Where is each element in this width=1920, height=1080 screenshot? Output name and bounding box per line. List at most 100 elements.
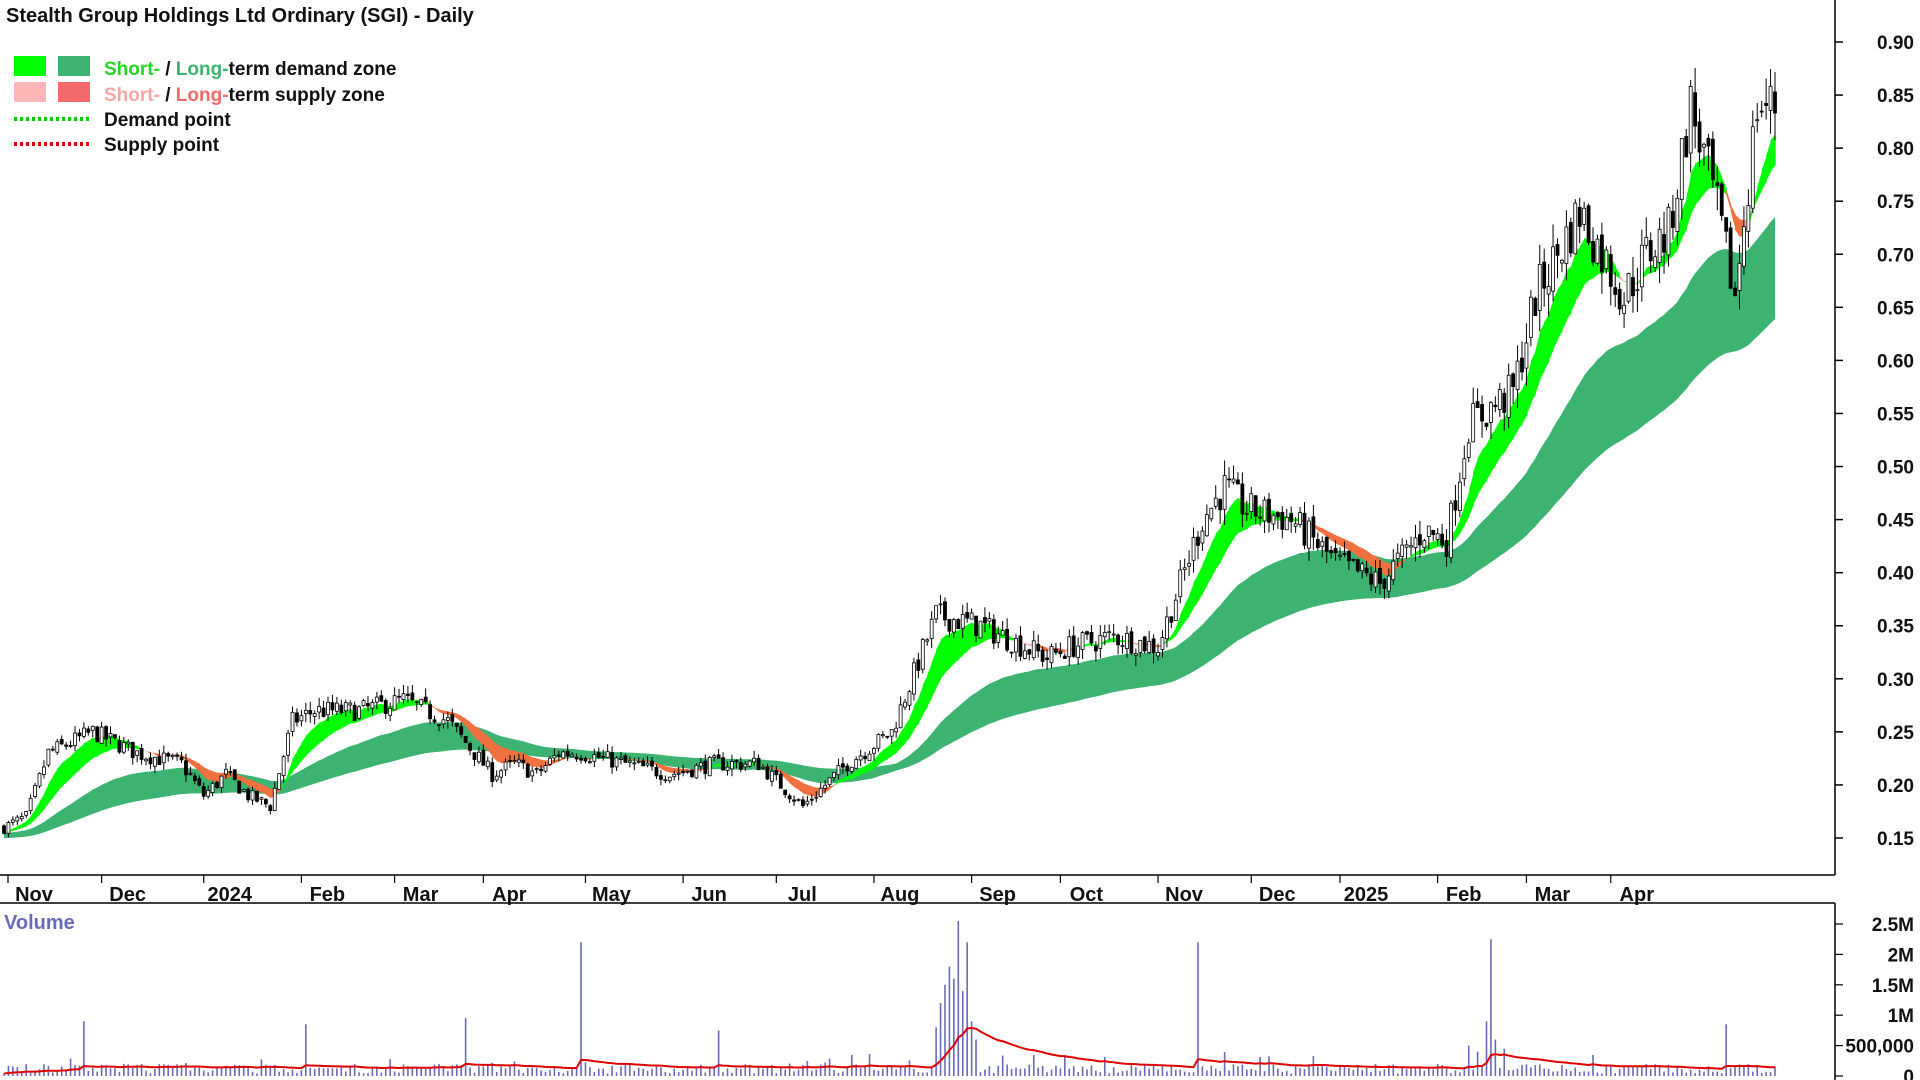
candle-body — [872, 748, 876, 754]
candle-body — [832, 772, 836, 778]
legend-supply-rest: term supply zone — [229, 85, 385, 106]
short-term-band-segment — [834, 781, 840, 786]
candle-body — [725, 766, 730, 771]
candle-body — [450, 714, 455, 722]
short-term-band-segment — [43, 783, 49, 810]
short-term-band-segment — [1464, 491, 1470, 526]
y-tick-label: 0.15 — [1877, 829, 1914, 850]
candle-body — [303, 709, 308, 714]
candle-body — [326, 701, 330, 716]
candle-body — [215, 781, 219, 788]
short-term-band-segment — [882, 747, 888, 762]
candle-body — [1160, 637, 1165, 650]
candle-body — [858, 755, 863, 761]
x-tick-label: Oct — [1070, 884, 1104, 906]
short-term-band-segment — [212, 771, 218, 783]
short-term-band-segment — [1695, 160, 1701, 206]
y-tick-label: 0.85 — [1877, 86, 1914, 107]
candle-body — [1049, 646, 1054, 664]
candle-body — [441, 719, 446, 725]
candle-body — [1568, 222, 1573, 254]
candle-body — [676, 772, 681, 775]
candle-body — [508, 760, 512, 762]
legend-supply-zone: Short- / Long-term supply zone — [104, 85, 385, 106]
zone-bands — [4, 134, 1776, 839]
short-term-band-segment — [1428, 541, 1434, 550]
candle-body — [1165, 616, 1169, 640]
candle-body — [153, 756, 157, 767]
short-term-band-segment — [838, 777, 844, 783]
y-tick-label: 0.55 — [1877, 404, 1914, 425]
candle-body — [1555, 244, 1560, 256]
candle-body — [1684, 136, 1689, 158]
short-term-band-segment — [1770, 134, 1776, 172]
short-term-band-segment — [1206, 543, 1212, 586]
short-term-band-segment — [412, 699, 418, 706]
short-term-band-segment — [1402, 558, 1408, 563]
short-term-band-segment — [1681, 198, 1687, 239]
candle-body — [792, 799, 796, 802]
candle-body — [219, 775, 224, 788]
y-tick-label: 0.25 — [1877, 723, 1914, 744]
short-term-band-segment — [1371, 554, 1377, 568]
candle-body — [272, 787, 277, 812]
candle-body — [774, 770, 779, 776]
candle-body — [1409, 545, 1413, 548]
short-term-band-segment — [669, 767, 675, 773]
candle-body — [1009, 651, 1014, 654]
short-term-band-segment — [567, 757, 573, 759]
candle-body — [1715, 182, 1720, 187]
short-term-band-segment — [1477, 449, 1483, 495]
candle-body — [1027, 649, 1032, 655]
candle-body — [184, 760, 188, 776]
candle-body — [1355, 559, 1360, 572]
candle-body — [37, 773, 42, 787]
legend-demand-zone: Short- / Long-term demand zone — [104, 59, 396, 80]
candle-body — [255, 790, 259, 802]
short-term-band-segment — [967, 622, 973, 652]
candle-body — [1267, 498, 1271, 523]
candle-body — [1262, 499, 1267, 522]
candle-body — [889, 729, 894, 737]
candle-body — [1706, 137, 1711, 147]
candle-body — [1147, 640, 1152, 653]
short-term-band-segment — [1024, 642, 1030, 647]
candle-body — [481, 749, 486, 766]
short-term-band-segment — [288, 758, 294, 779]
candle-body — [863, 755, 867, 760]
candle-body — [1599, 234, 1604, 273]
candle-body — [956, 618, 961, 630]
candle-body — [1156, 652, 1160, 657]
candle-body — [1227, 478, 1231, 481]
y-tick-label: 0.40 — [1877, 564, 1914, 585]
candle-body — [1533, 297, 1538, 316]
short-term-band-segment — [474, 726, 480, 742]
short-term-band-segment — [1197, 564, 1204, 602]
candle-body — [1000, 630, 1005, 636]
candle-body — [1391, 560, 1396, 581]
candle-body — [592, 754, 597, 762]
candle-body — [1067, 636, 1072, 658]
candle-body — [144, 758, 148, 762]
candle-body — [1653, 256, 1658, 268]
candle-body — [756, 757, 761, 771]
candle-body — [548, 757, 552, 765]
short-term-band-segment — [248, 779, 254, 788]
candle-body — [1142, 636, 1147, 652]
candle-body — [845, 765, 850, 772]
short-term-band-segment — [1322, 528, 1328, 538]
short-term-band-segment — [66, 756, 72, 783]
legend: Short- / Long-term demand zone Short- / … — [14, 56, 396, 156]
x-tick-label: Feb — [310, 884, 346, 906]
candle-body — [308, 710, 313, 715]
candle-body — [1746, 205, 1751, 232]
candle-body — [59, 739, 64, 745]
short-term-band-segment — [780, 770, 786, 779]
candle-body — [1125, 633, 1129, 649]
x-tick-label: Apr — [1620, 884, 1655, 906]
short-term-band-segment — [847, 774, 853, 781]
candle-body — [343, 702, 348, 712]
short-term-band-segment — [1335, 535, 1341, 547]
candle-body — [1338, 554, 1342, 557]
candle-body — [1400, 544, 1405, 557]
